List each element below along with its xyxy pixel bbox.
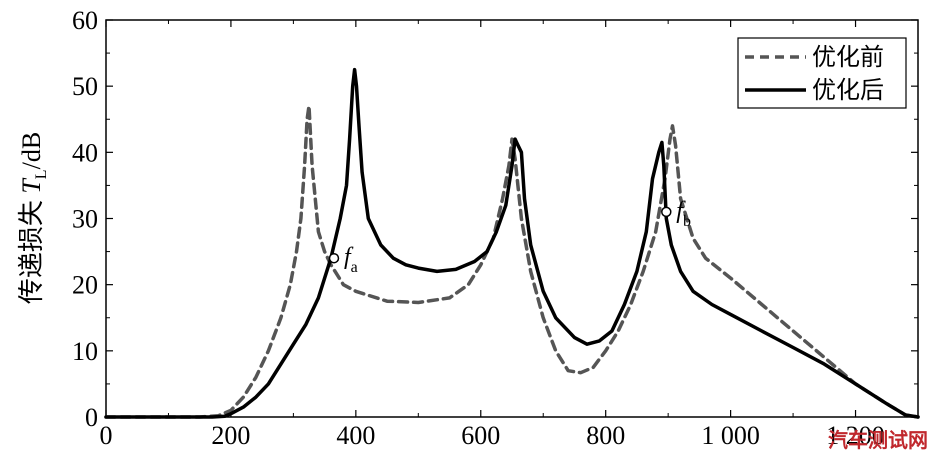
annotation-marker: [328, 252, 340, 264]
y-tick-label: 50: [72, 72, 98, 101]
annotation-label-subscript: b: [683, 213, 691, 230]
x-tick-label: 200: [211, 421, 250, 450]
y-axis-label-main: 传递损失: [17, 194, 46, 305]
y-tick-label: 10: [72, 337, 98, 366]
series-line-before: [104, 104, 920, 419]
annotation-label-main: f: [344, 244, 354, 270]
y-tick-label: 0: [85, 403, 98, 432]
watermark-text: 汽车测试网: [828, 428, 928, 452]
x-tick-label: 0: [100, 421, 113, 450]
y-tick-label: 40: [72, 138, 98, 167]
legend: 优化前 优化后: [737, 37, 907, 109]
y-axis-label-symbol: T: [17, 178, 46, 194]
annotation-label: fa: [344, 244, 358, 276]
x-tick-label: 1 200: [826, 421, 885, 450]
x-tick-label: 800: [586, 421, 625, 450]
x-tick-label: 600: [461, 421, 500, 450]
series-layer: [104, 67, 920, 419]
y-tick-label: 20: [72, 271, 98, 300]
x-tick-label: 400: [336, 421, 375, 450]
annotation-label-main: f: [676, 198, 686, 224]
x-tick-label: 1 000: [701, 421, 760, 450]
y-tick-label: 30: [72, 205, 98, 234]
annotation-marker: [661, 206, 672, 218]
legend-label-after: 优化后: [812, 77, 884, 104]
annotation-label: fb: [676, 198, 691, 230]
y-tick-label: 60: [72, 6, 98, 35]
axes: 0 200 400 600 800 1 000 1 200 0 10 20 30 40 50 60: [72, 6, 919, 450]
y-axis-label: 传递损失 TL/dB: [17, 132, 50, 304]
annotation-label-subscript: a: [351, 259, 358, 276]
y-axis-label-unit: /dB: [17, 132, 46, 170]
y-axis-label-subscript: L: [33, 169, 50, 179]
series-line-after: [104, 67, 920, 419]
legend-label-before: 优化前: [812, 44, 884, 71]
legend-box: [737, 37, 907, 109]
